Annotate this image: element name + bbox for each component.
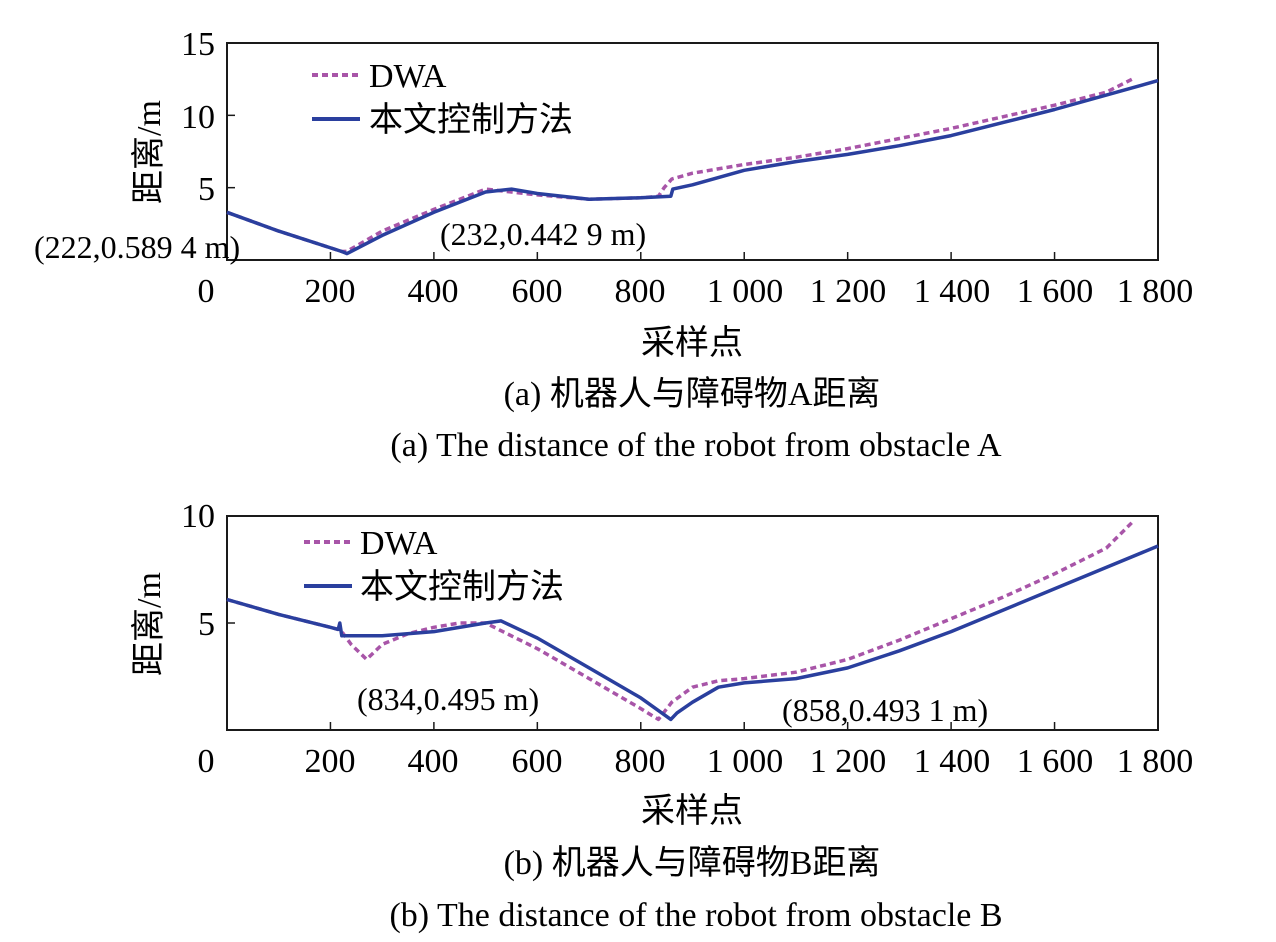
panel-b-xtick-label: 400 <box>408 743 459 780</box>
panel-a-xtick-label: 400 <box>408 273 459 310</box>
panel-a-xtick-label: 1 400 <box>914 273 991 310</box>
panel-a-xtick-label: 1 800 <box>1117 273 1194 310</box>
panel-a-ytick-label: 10 <box>181 99 215 136</box>
panel-a-annotation: (232,0.442 9 m) <box>440 216 646 252</box>
panel-a-tick-marks <box>226 42 1159 260</box>
panel-b-tick-marks <box>226 515 1159 730</box>
panel-a-xtick-label: 600 <box>512 273 563 310</box>
legend-label-dwa: DWA <box>369 58 447 95</box>
panel-a-ytick-label: 15 <box>181 26 215 63</box>
panel-a-legend: DWA 本文控制方法 <box>312 58 573 139</box>
panel-a-x-axis-label: 采样点 <box>641 324 743 362</box>
panel-b-xtick-label: 200 <box>305 743 356 780</box>
panel-a-y-axis-label: 距离/m <box>130 100 168 204</box>
panel-a-series-dwa-line <box>226 77 1133 254</box>
panel-b-ytick-label: 5 <box>198 606 215 643</box>
panel-b-xtick-label: 1 200 <box>810 743 887 780</box>
panel-a-plot-frame <box>226 42 1159 261</box>
panel-a-xtick-label: 200 <box>305 273 356 310</box>
panel-a-caption-en: (a) The distance of the robot from obsta… <box>390 427 1002 464</box>
panel-b-ytick-label: 10 <box>181 498 215 535</box>
panel-b-x-axis-label: 采样点 <box>641 792 743 830</box>
legend-label-proposed: 本文控制方法 <box>369 101 573 139</box>
panel-b-annotation: (858,0.493 1 m) <box>782 692 988 728</box>
legend-label-dwa: DWA <box>360 525 438 562</box>
panel-a-annotation: (222,0.589 4 m) <box>34 229 240 265</box>
panel-b-xtick-label: 0 <box>198 743 215 780</box>
panel-b-xtick-label: 800 <box>615 743 666 780</box>
panel-b-caption-en: (b) The distance of the robot from obsta… <box>389 897 1002 934</box>
legend-label-proposed: 本文控制方法 <box>360 568 564 606</box>
panel-b: 10 5 0 200 400 600 800 1 000 1 200 1 400… <box>130 498 1193 934</box>
panel-a-xtick-label: 1 600 <box>1017 273 1094 310</box>
panel-a: 15 10 5 0 200 400 600 800 1 000 1 200 1 … <box>34 26 1193 464</box>
panel-b-legend: DWA 本文控制方法 <box>304 525 564 606</box>
panel-b-xtick-label: 1 400 <box>914 743 991 780</box>
panel-b-series-proposed-line <box>226 544 1159 722</box>
panel-b-annotation: (834,0.495 m) <box>357 681 539 717</box>
panel-a-caption-zh: (a) 机器人与障碍物A距离 <box>504 375 881 413</box>
panel-a-ytick-label: 5 <box>198 171 215 208</box>
panel-b-xtick-label: 1 800 <box>1117 743 1194 780</box>
panel-a-series-proposed-line <box>226 78 1159 256</box>
panel-a-series-lines <box>226 77 1159 256</box>
panel-b-xtick-label: 1 000 <box>707 743 784 780</box>
panel-b-series-dwa-line <box>226 521 1134 722</box>
panel-a-xtick-label: 1 000 <box>707 273 784 310</box>
panel-b-caption-zh: (b) 机器人与障碍物B距离 <box>504 844 881 882</box>
panel-a-xtick-label: 0 <box>198 273 215 310</box>
panel-a-xtick-label: 1 200 <box>810 273 887 310</box>
panel-b-series-lines <box>226 521 1159 722</box>
panel-b-xtick-label: 1 600 <box>1017 743 1094 780</box>
panel-b-y-axis-label: 距离/m <box>130 572 168 676</box>
panel-b-xtick-label: 600 <box>512 743 563 780</box>
panel-a-xtick-label: 800 <box>615 273 666 310</box>
